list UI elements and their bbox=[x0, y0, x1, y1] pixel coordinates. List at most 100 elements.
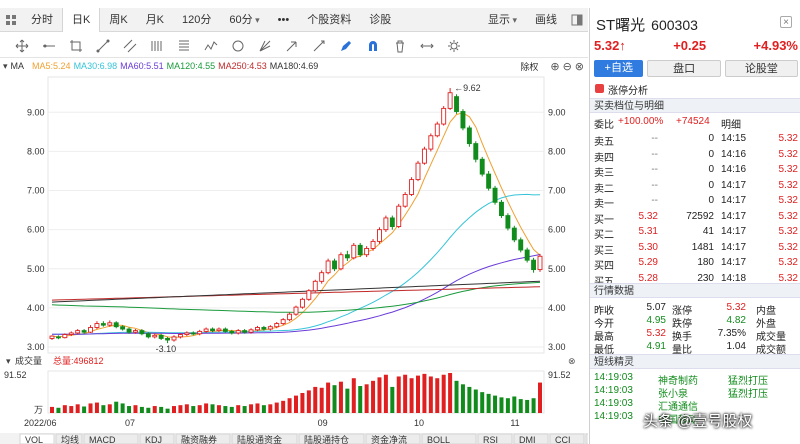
collapse-icon[interactable] bbox=[566, 8, 588, 32]
indicator-tab[interactable] bbox=[585, 433, 588, 444]
indicator-tab-label[interactable]: 均线 bbox=[61, 434, 79, 444]
candle-body bbox=[94, 323, 100, 328]
settings-gear-icon[interactable] bbox=[440, 36, 467, 56]
wave-icon[interactable] bbox=[197, 36, 224, 56]
tab-60min[interactable]: 60分 bbox=[220, 8, 268, 32]
circle-tool-icon[interactable] bbox=[224, 36, 251, 56]
volume-scale-right: 91.52 bbox=[548, 370, 571, 380]
draw-line-button[interactable]: 画线 bbox=[535, 13, 557, 26]
indicator-tab[interactable] bbox=[19, 433, 55, 444]
cross-cursor-icon[interactable] bbox=[8, 36, 35, 56]
indicator-tab[interactable] bbox=[549, 433, 585, 444]
indicator-tab-label[interactable]: 资金净流 bbox=[371, 434, 407, 444]
text-tool-icon[interactable] bbox=[305, 36, 332, 56]
stats-row: 今开 4.95 跌停 4.82 外盘 bbox=[590, 315, 800, 330]
indicator-tab[interactable] bbox=[231, 433, 298, 444]
tab-120min[interactable]: 120分 bbox=[182, 13, 212, 26]
rights-toggle[interactable]: 除权 bbox=[520, 61, 539, 72]
indicator-tab-label[interactable]: VOL bbox=[25, 435, 43, 444]
indicator-tab[interactable] bbox=[83, 433, 139, 444]
indicator-tab-label[interactable]: CCI bbox=[555, 435, 571, 444]
tab-daily-k[interactable]: 日K bbox=[62, 7, 101, 32]
indicator-tab-label[interactable]: 陆股通资金 bbox=[237, 434, 282, 444]
ma60-value: MA60:5.51 bbox=[120, 61, 164, 71]
magnet-icon[interactable] bbox=[359, 36, 386, 56]
chevron-down-icon[interactable]: ▾ bbox=[3, 60, 8, 71]
candle-body bbox=[332, 260, 337, 270]
tab-monthly-k[interactable]: 月K bbox=[145, 13, 165, 26]
indicator-tab-label[interactable]: 融资融券 bbox=[181, 434, 217, 444]
candle-body bbox=[280, 319, 286, 325]
candle bbox=[197, 329, 203, 336]
arrow-tool-icon[interactable] bbox=[278, 36, 305, 56]
indicator-tab[interactable] bbox=[421, 433, 477, 444]
detail-price: 5.32 bbox=[778, 195, 798, 206]
gann-icon[interactable] bbox=[251, 36, 278, 56]
indicator-tab[interactable] bbox=[477, 433, 513, 444]
detail-time: 14:17 bbox=[721, 257, 747, 268]
add-watchlist-button[interactable]: +自选 bbox=[594, 60, 644, 77]
stat-label: 跌停 bbox=[672, 319, 692, 330]
ray-line-icon[interactable] bbox=[89, 36, 116, 56]
indicator-tab[interactable] bbox=[139, 433, 175, 444]
volume-bar bbox=[326, 382, 331, 413]
indicator-tab-label[interactable]: KDJ bbox=[145, 435, 162, 444]
add-icon[interactable]: ⊕ bbox=[550, 60, 560, 73]
candle-body bbox=[287, 313, 293, 321]
tab-stock-info[interactable]: 个股资料 bbox=[307, 13, 352, 26]
minus-icon[interactable]: ⊖ bbox=[562, 60, 572, 73]
indicator-tab[interactable] bbox=[513, 433, 549, 444]
stats-row: 最低 4.91 量比 1.04 成交额 bbox=[590, 341, 800, 356]
volume-bar bbox=[473, 389, 478, 413]
candle-body bbox=[126, 328, 132, 333]
indicator-tab-label[interactable]: DMI bbox=[519, 435, 536, 444]
indicator-tab[interactable] bbox=[175, 433, 231, 444]
candle-body bbox=[531, 259, 537, 271]
low-marker: -3.10 bbox=[156, 344, 177, 354]
trash-icon[interactable] bbox=[386, 36, 413, 56]
levels-icon[interactable] bbox=[170, 36, 197, 56]
level-volume: 0 bbox=[708, 133, 714, 144]
volume-bar bbox=[294, 395, 298, 413]
x-tick-label: 09 bbox=[318, 418, 328, 428]
tab-forum[interactable]: 论股堂 bbox=[724, 60, 798, 77]
candlestick-chart[interactable]: 9.00 9.00 8.00 8.00 7.00 7.00 6.00 6.00 5.00 5.00… bbox=[0, 73, 588, 444]
parallel-lines-icon[interactable] bbox=[116, 36, 143, 56]
indicator-tab-label[interactable]: 陆股通持仓 bbox=[304, 434, 349, 444]
indicator-tab[interactable] bbox=[55, 433, 83, 444]
candle bbox=[344, 250, 350, 261]
volume-bar bbox=[88, 403, 93, 413]
candle-body bbox=[415, 162, 421, 181]
last-price: 5.32↑ bbox=[594, 38, 626, 53]
candle bbox=[222, 327, 228, 333]
indicator-tab-label[interactable]: RSI bbox=[483, 435, 498, 444]
indicator-tab-label[interactable]: MACD bbox=[89, 435, 116, 444]
candle-body bbox=[190, 332, 196, 335]
y-tick-left: 6.00 bbox=[27, 225, 45, 235]
horizontal-line-icon[interactable] bbox=[35, 36, 62, 56]
candle-body bbox=[133, 330, 138, 333]
tab-diagnosis[interactable]: 诊股 bbox=[369, 13, 392, 26]
pen-icon[interactable] bbox=[332, 36, 359, 56]
ask-row: 卖二 -- 0 14:17 5.32 bbox=[590, 180, 800, 195]
limit-analysis-row[interactable]: 涨停分析 bbox=[590, 82, 800, 97]
fibonacci-icon[interactable] bbox=[143, 36, 170, 56]
y-tick-right: 4.00 bbox=[548, 303, 566, 313]
more-tabs-button[interactable]: ••• bbox=[277, 13, 290, 26]
indicator-tab[interactable] bbox=[298, 433, 365, 444]
close-panel-icon[interactable]: × bbox=[780, 16, 792, 28]
indicator-tab-label[interactable]: BOLL bbox=[427, 435, 450, 444]
crop-tool-icon[interactable] bbox=[62, 36, 89, 56]
indicator-tab[interactable] bbox=[365, 433, 421, 444]
display-menu[interactable]: 显示 bbox=[479, 8, 526, 32]
tab-timeshare[interactable]: 分时 bbox=[31, 13, 53, 26]
grid-icon[interactable] bbox=[0, 8, 22, 32]
volume-bar bbox=[416, 375, 420, 413]
close-icon[interactable]: ⊗ bbox=[574, 60, 584, 73]
tab-weekly-k[interactable]: 周K bbox=[109, 13, 128, 26]
move-icon[interactable] bbox=[413, 36, 440, 56]
candle-body bbox=[518, 239, 524, 251]
tab-order-book[interactable]: 盘口 bbox=[647, 60, 721, 77]
volume-bar bbox=[300, 393, 305, 413]
candle-body bbox=[248, 329, 254, 333]
